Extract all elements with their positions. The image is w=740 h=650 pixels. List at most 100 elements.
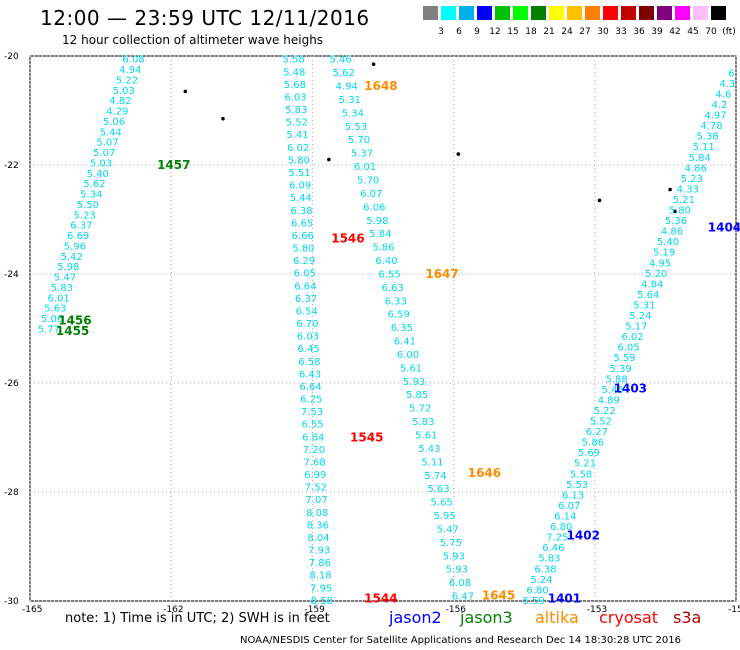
wave-height-value: 5.58: [282, 55, 304, 66]
wave-height-value: 8.08: [306, 508, 328, 519]
wave-height-value: 5.07: [96, 138, 118, 149]
wave-height-value: 5.47: [437, 524, 459, 535]
pass-time-label: 1404: [708, 221, 740, 235]
wave-height-value: 6.59: [388, 310, 410, 321]
wave-height-value: 5.38: [696, 132, 718, 143]
wave-height-value: 5.39: [609, 364, 631, 375]
wave-height-value: 6.55: [301, 420, 323, 431]
color-scale-swatch: [711, 6, 726, 20]
wave-height-value: 5.11: [421, 457, 443, 468]
color-scale-swatch: [567, 6, 582, 20]
island-dot: [456, 152, 461, 156]
y-tick-label: -20: [4, 52, 19, 62]
wave-height-value: 5.84: [369, 229, 391, 240]
wave-height-value: 6.46: [542, 543, 564, 554]
y-tick-label: -22: [4, 161, 19, 171]
wave-height-value: 5.64: [637, 290, 659, 301]
islands: [183, 62, 677, 214]
footer-note: note: 1) Time is in UTC; 2) SWH is in fe…: [65, 611, 330, 626]
wave-height-value: 5.22: [116, 75, 138, 86]
island-dot: [673, 209, 677, 214]
wave-height-value: 5.83: [285, 105, 307, 116]
wave-height-value: 5.40: [657, 237, 679, 248]
axis-ticks: -165 -162 -159 -156 -153 -15 -20 -22 -24 -26 -28 -3…: [4, 52, 740, 615]
wave-height-value: 5.37: [351, 149, 373, 160]
wave-height-value: 6.05: [294, 269, 316, 280]
color-scale-label: 18: [525, 27, 537, 37]
color-scale-label: 33: [615, 27, 627, 37]
wave-height-value: 5.45: [602, 385, 624, 396]
wave-height-value: 6.54: [296, 306, 318, 317]
color-scale-swatch: [621, 6, 636, 20]
color-scale-swatch: [441, 6, 456, 20]
pass-time-label: 1403: [614, 381, 647, 395]
y-tick-label: -24: [4, 270, 19, 280]
wave-height-value: 5.69: [578, 448, 600, 459]
pass-time-label: 1457: [157, 158, 190, 172]
wave-height-value: 5.44: [290, 193, 312, 204]
color-scale-label: 21: [543, 27, 555, 37]
wave-height-value: 6.13: [562, 490, 584, 501]
wave-height-value: 6.65: [291, 218, 313, 229]
wave-height-value: 6.80: [526, 585, 548, 596]
wave-height-value: 5.11: [692, 142, 714, 153]
color-scale-swatch: [675, 6, 690, 20]
wave-height-value: 6.09: [289, 181, 311, 192]
satellite-legend-jason2: jason2: [389, 608, 442, 627]
pass-time-label: 1544: [364, 591, 397, 605]
wave-height-value: 5.86: [372, 243, 394, 254]
wave-height-value: 5.61: [400, 363, 422, 374]
wave-height-value: 5.62: [83, 179, 105, 190]
color-scale-label: 30: [597, 27, 609, 37]
wave-height-value: 5.63: [44, 304, 66, 315]
wave-height-value: 6.25: [300, 395, 322, 406]
wave-height-value: 5.83: [412, 417, 434, 428]
wave-height-value: 5.03: [90, 158, 112, 169]
island-dot: [371, 62, 376, 66]
wave-height-value: 5.93: [403, 377, 425, 388]
wave-height-value: 6.63: [382, 283, 404, 294]
wave-height-value: 5.40: [87, 169, 109, 180]
wave-height-value: 5.07: [93, 148, 115, 159]
color-scale-swatch: [549, 6, 564, 20]
color-scale-swatch: [531, 6, 546, 20]
wave-height-value: 5.65: [430, 498, 452, 509]
color-scale-swatch: [459, 6, 474, 20]
wave-height-value: 7.07: [305, 495, 327, 506]
wave-height-value: 6.00: [397, 350, 419, 361]
color-scale-label: 6: [456, 27, 462, 37]
wave-height-value: 6.14: [554, 512, 576, 523]
wave-height-value: 4.97: [704, 111, 726, 122]
color-scale-swatch: [657, 6, 672, 20]
wave-height-value: 6.35: [391, 323, 413, 334]
pass-time-label: 1402: [567, 529, 600, 543]
pass-time-label: 1545: [350, 431, 383, 445]
wave-height-value: 5.43: [418, 444, 440, 455]
wave-height-value: 5.23: [74, 210, 96, 221]
wave-height-value: 6.38: [534, 564, 556, 575]
wave-height-value: 5.93: [443, 551, 465, 562]
pass-time-label: 1646: [468, 466, 501, 480]
color-scale-label: 70: [705, 27, 717, 37]
satellite-legend-jason3: jason3: [460, 608, 513, 627]
wave-height-value: 4.82: [109, 96, 131, 107]
wave-height-value: 5.42: [61, 252, 83, 263]
wave-height-value: 6.03: [297, 332, 319, 343]
wave-height-value: 6.06: [363, 202, 385, 213]
wave-height-value: 5.52: [286, 118, 308, 129]
wave-height-value: 5.48: [283, 67, 305, 78]
wave-height-value: 6.40: [375, 256, 397, 267]
wave-height-value: 5.19: [653, 248, 675, 259]
wave-height-value: 5.53: [566, 480, 588, 491]
wave-height-value: 5.21: [673, 195, 695, 206]
wave-height-value: 5.34: [342, 108, 364, 119]
wave-height-value: 4.89: [598, 395, 620, 406]
wave-height-value: 6.58: [298, 357, 320, 368]
wave-height-value: 8.36: [307, 520, 329, 531]
color-scale-label: 45: [687, 27, 699, 37]
wave-height-value: 6.41: [394, 337, 416, 348]
wave-height-value: 5.24: [629, 311, 651, 322]
satellite-legend-cryosat: cryosat: [599, 608, 659, 627]
wave-height-value: 5.98: [366, 216, 388, 227]
